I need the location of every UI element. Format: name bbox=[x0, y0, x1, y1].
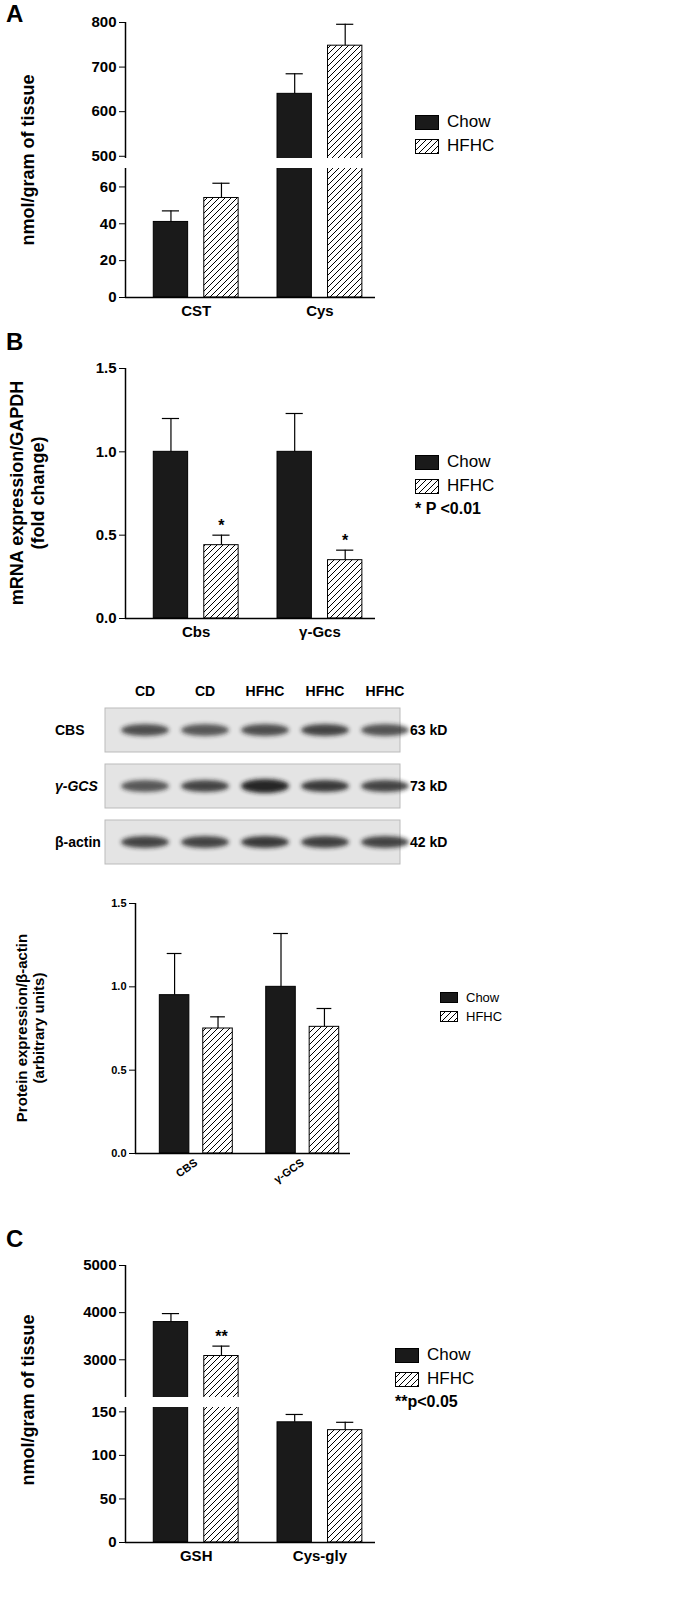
svg-text:50: 50 bbox=[100, 1490, 117, 1507]
svg-text:0.5: 0.5 bbox=[111, 1064, 126, 1076]
svg-text:Cys: Cys bbox=[306, 302, 334, 319]
html-text:Chow: Chow bbox=[427, 1345, 471, 1364]
svg-text:4000: 4000 bbox=[83, 1303, 116, 1320]
html-text:HFHC: HFHC bbox=[427, 1369, 475, 1388]
svg-text:73 kD: 73 kD bbox=[410, 778, 447, 794]
svg-text:60: 60 bbox=[100, 178, 117, 195]
html-text:HFHC: HFHC bbox=[447, 476, 495, 495]
svg-text:63 kD: 63 kD bbox=[410, 722, 447, 738]
svg-text:3000: 3000 bbox=[83, 1351, 116, 1368]
html-text:Chow: Chow bbox=[447, 452, 491, 471]
html-text:Chow: Chow bbox=[466, 990, 500, 1005]
svg-text:γ-Gcs: γ-Gcs bbox=[299, 623, 341, 640]
svg-text:5000: 5000 bbox=[83, 1256, 116, 1273]
svg-text:**: ** bbox=[215, 1328, 228, 1345]
svg-text:*: * bbox=[342, 532, 349, 549]
svg-text:1.5: 1.5 bbox=[96, 359, 117, 376]
html-text:A: A bbox=[6, 0, 24, 27]
svg-text:CD: CD bbox=[195, 683, 215, 699]
svg-text:HFHC: HFHC bbox=[246, 683, 285, 699]
html-text:mRNA expression/GAPDH (fold ch: mRNA expression/GAPDH (fold change) bbox=[7, 380, 48, 606]
svg-text:CST: CST bbox=[181, 302, 211, 319]
html-text:B: B bbox=[6, 328, 24, 355]
svg-text:100: 100 bbox=[91, 1446, 116, 1463]
svg-text:40: 40 bbox=[100, 215, 117, 232]
html-text:HFHC: HFHC bbox=[466, 1009, 503, 1024]
svg-text:CBS: CBS bbox=[174, 1156, 200, 1179]
svg-text:0: 0 bbox=[108, 1533, 116, 1550]
html-text:Protein expression/β-actin (ar: Protein expression/β-actin (arbitrary un… bbox=[12, 933, 47, 1123]
svg-text:1.0: 1.0 bbox=[111, 980, 126, 992]
svg-text:0: 0 bbox=[108, 288, 116, 305]
svg-text:Cbs: Cbs bbox=[182, 623, 210, 640]
svg-text:800: 800 bbox=[91, 13, 116, 30]
html-text:**p<0.05: **p<0.05 bbox=[395, 1393, 458, 1410]
svg-text:700: 700 bbox=[91, 58, 116, 75]
svg-text:20: 20 bbox=[100, 251, 117, 268]
html-text:Chow: Chow bbox=[447, 112, 491, 131]
html-text:HFHC: HFHC bbox=[447, 136, 495, 155]
svg-text:HFHC: HFHC bbox=[306, 683, 345, 699]
svg-text:γ-GCS: γ-GCS bbox=[271, 1156, 305, 1185]
svg-text:Cys-gly: Cys-gly bbox=[293, 1547, 348, 1564]
svg-text:*: * bbox=[218, 517, 225, 534]
html-text:* P <0.01: * P <0.01 bbox=[415, 500, 481, 517]
svg-text:GSH: GSH bbox=[180, 1547, 213, 1564]
html-text:nmol/gram of tissue: nmol/gram of tissue bbox=[17, 74, 38, 246]
svg-text:1.0: 1.0 bbox=[96, 443, 117, 460]
svg-text:β-actin: β-actin bbox=[55, 834, 101, 850]
svg-text:0.5: 0.5 bbox=[96, 526, 117, 543]
svg-text:500: 500 bbox=[91, 147, 116, 164]
html-text:nmol/gram of tissue: nmol/gram of tissue bbox=[17, 1314, 38, 1486]
svg-text:1.5: 1.5 bbox=[111, 897, 126, 909]
html-text:C: C bbox=[6, 1225, 24, 1252]
svg-text:HFHC: HFHC bbox=[366, 683, 405, 699]
svg-text:0.0: 0.0 bbox=[96, 609, 117, 626]
svg-text:CBS: CBS bbox=[55, 722, 85, 738]
svg-text:CD: CD bbox=[135, 683, 155, 699]
svg-text:0.0: 0.0 bbox=[111, 1147, 126, 1159]
svg-text:600: 600 bbox=[91, 102, 116, 119]
svg-text:42 kD: 42 kD bbox=[410, 834, 447, 850]
svg-text:150: 150 bbox=[91, 1403, 116, 1420]
svg-text:γ-GCS: γ-GCS bbox=[55, 778, 98, 794]
